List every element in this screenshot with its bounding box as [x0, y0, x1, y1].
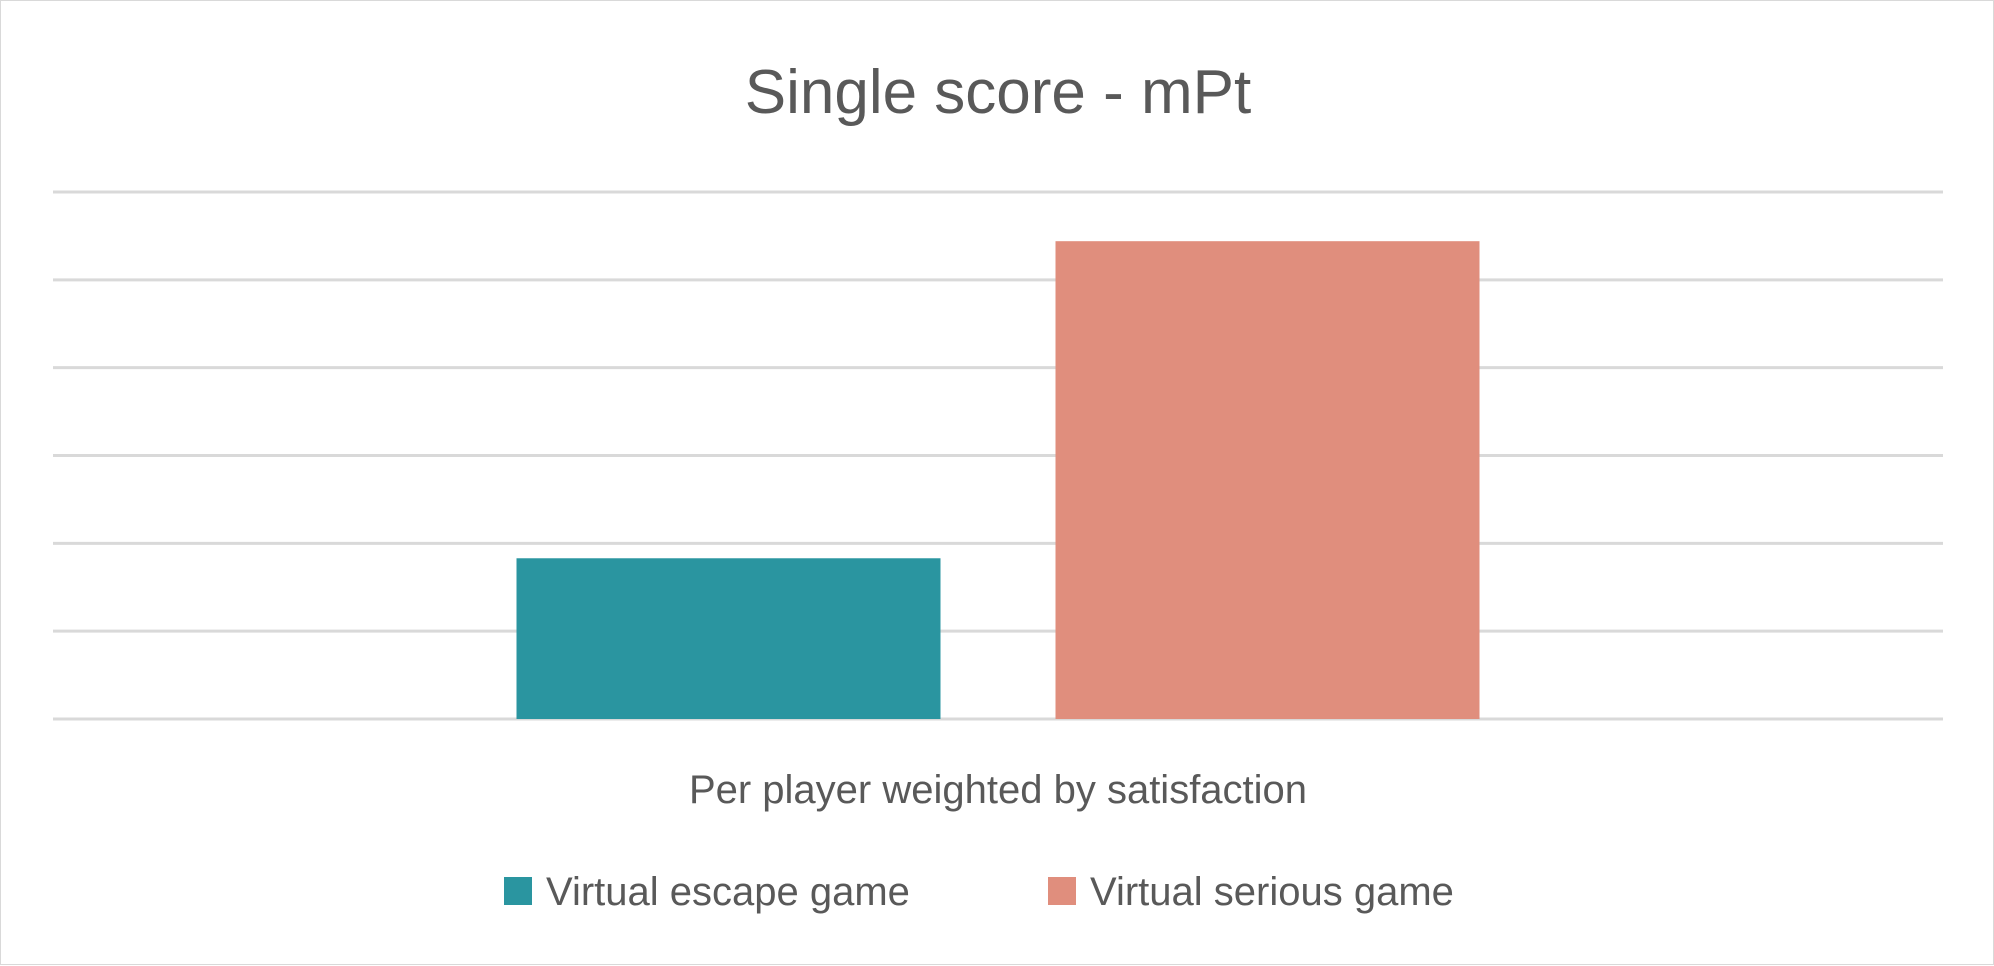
legend-swatch: [1048, 877, 1076, 905]
x-axis-category-label: Per player weighted by satisfaction: [689, 768, 1307, 812]
gridlines: [53, 190, 1943, 721]
legend-label: Virtual escape game: [546, 870, 910, 914]
bar-virtual-escape-game: [516, 558, 941, 719]
bar-virtual-serious-game: [1055, 241, 1480, 720]
legend: Virtual escape game Virtual serious game: [504, 870, 1454, 914]
bars: [516, 241, 1480, 720]
legend-swatch: [504, 877, 532, 905]
legend-label: Virtual serious game: [1090, 870, 1454, 914]
chart-title: Single score - mPt: [745, 58, 1252, 127]
